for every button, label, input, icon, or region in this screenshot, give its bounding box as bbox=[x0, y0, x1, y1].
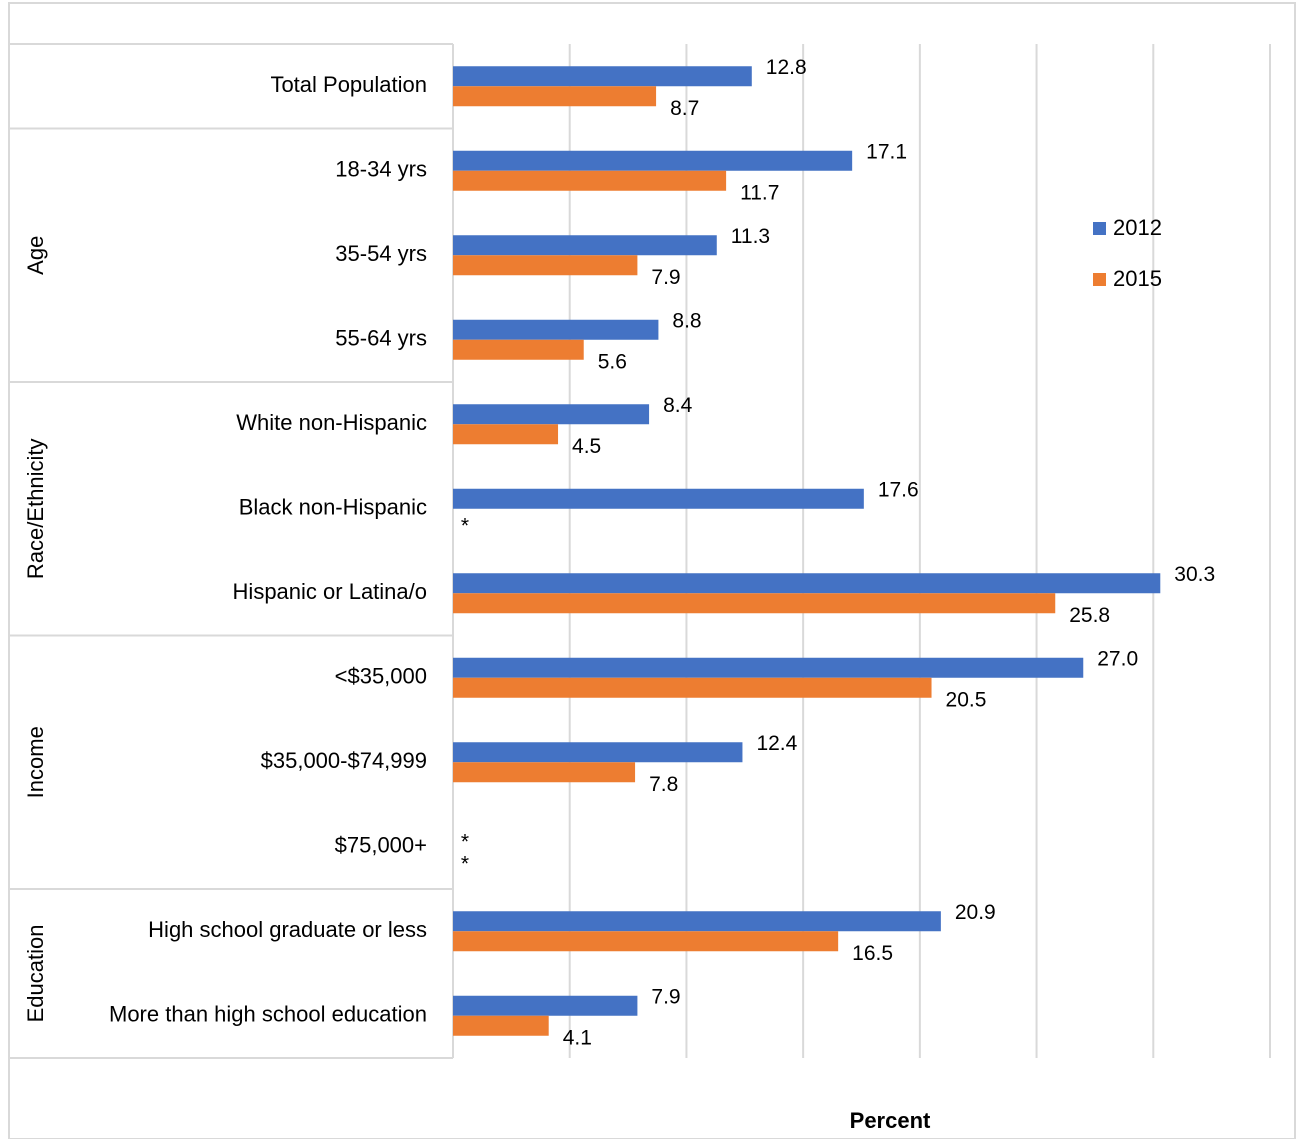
bar-2015 bbox=[453, 86, 657, 107]
value-label: 7.9 bbox=[651, 266, 680, 289]
x-axis-label: Percent bbox=[850, 1108, 931, 1133]
bar-2015 bbox=[453, 170, 727, 191]
group-label: Age bbox=[23, 236, 48, 275]
value-label: 8.4 bbox=[663, 394, 693, 417]
group-label: Income bbox=[23, 726, 48, 798]
group-label: Education bbox=[23, 925, 48, 1023]
bar-2012 bbox=[453, 742, 743, 763]
category-label: White non-Hispanic bbox=[236, 410, 427, 435]
bar-2015 bbox=[453, 762, 636, 783]
value-label: 20.9 bbox=[955, 901, 996, 924]
value-label: 27.0 bbox=[1097, 647, 1138, 670]
bar-2012 bbox=[453, 235, 717, 256]
value-label: 7.8 bbox=[649, 773, 678, 796]
value-label: 30.3 bbox=[1174, 563, 1215, 586]
bar-2012 bbox=[453, 66, 752, 87]
bar-2012 bbox=[453, 319, 659, 340]
value-label: 25.8 bbox=[1069, 604, 1110, 627]
legend-swatch-2015 bbox=[1093, 273, 1106, 286]
bar-2012 bbox=[453, 995, 638, 1016]
chart-frame bbox=[8, 2, 1296, 1139]
category-label: High school graduate or less bbox=[148, 917, 427, 942]
bar-2015 bbox=[453, 255, 638, 276]
value-label: 5.6 bbox=[598, 350, 627, 373]
category-label: Hispanic or Latina/o bbox=[233, 579, 427, 604]
value-label: 12.4 bbox=[756, 732, 797, 755]
category-label: More than high school education bbox=[109, 1002, 427, 1027]
value-label: 4.5 bbox=[572, 435, 601, 458]
value-label: 16.5 bbox=[852, 942, 893, 965]
value-label: 11.7 bbox=[740, 181, 779, 204]
bar-2015 bbox=[453, 677, 932, 698]
value-label: 4.1 bbox=[563, 1026, 592, 1049]
value-label: 17.6 bbox=[878, 478, 919, 501]
value-label: 17.1 bbox=[866, 140, 907, 163]
value-label: 8.8 bbox=[672, 309, 701, 332]
bar-2012 bbox=[453, 911, 941, 932]
bar-2015 bbox=[453, 1015, 549, 1036]
category-label: <$35,000 bbox=[335, 664, 427, 689]
value-label: 20.5 bbox=[946, 688, 987, 711]
category-label: Total Population bbox=[270, 72, 427, 97]
bar-2015 bbox=[453, 424, 559, 445]
legend-swatch-2012 bbox=[1093, 222, 1106, 235]
bar-2015 bbox=[453, 339, 584, 360]
category-label: $35,000-$74,999 bbox=[261, 748, 427, 773]
value-label: * bbox=[461, 514, 469, 537]
category-label: 18-34 yrs bbox=[335, 157, 427, 182]
value-label: * bbox=[461, 830, 469, 853]
value-label: 11.3 bbox=[731, 225, 770, 248]
bar-2015 bbox=[453, 593, 1056, 614]
bar-2012 bbox=[453, 657, 1084, 678]
legend-label: 2012 bbox=[1113, 215, 1162, 240]
value-label: 7.9 bbox=[651, 985, 680, 1008]
bar-2012 bbox=[453, 404, 650, 425]
category-label: $75,000+ bbox=[335, 833, 427, 858]
bar-2015 bbox=[453, 931, 839, 952]
category-label: 55-64 yrs bbox=[335, 326, 427, 351]
category-label: 35-54 yrs bbox=[335, 241, 427, 266]
value-label: 12.8 bbox=[766, 56, 807, 79]
value-label: 8.7 bbox=[670, 97, 699, 120]
bar-2012 bbox=[453, 150, 853, 171]
bar-2012 bbox=[453, 488, 864, 509]
legend-label: 2015 bbox=[1113, 266, 1162, 291]
value-label: * bbox=[461, 852, 469, 875]
group-label: Race/Ethnicity bbox=[23, 438, 48, 579]
bar-2012 bbox=[453, 573, 1161, 594]
category-label: Black non-Hispanic bbox=[239, 495, 427, 520]
